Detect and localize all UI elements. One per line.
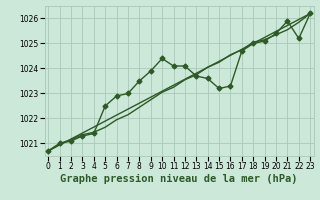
X-axis label: Graphe pression niveau de la mer (hPa): Graphe pression niveau de la mer (hPa): [60, 174, 298, 184]
